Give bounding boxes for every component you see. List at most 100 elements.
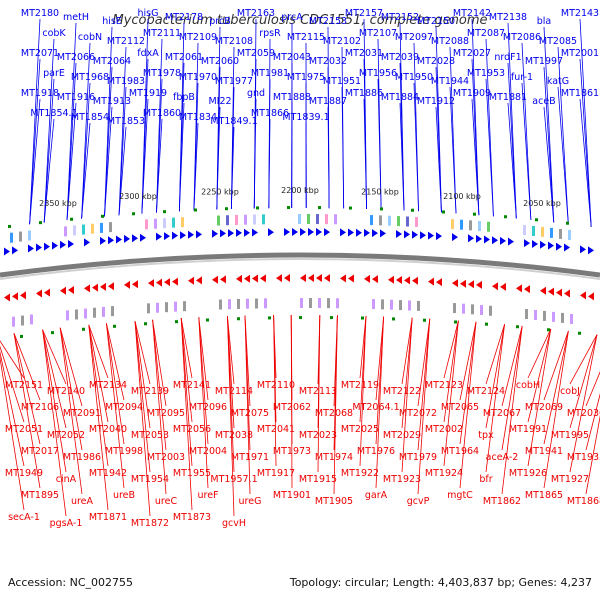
connector-bottom	[0, 340, 25, 379]
reverse-gene-arrow	[412, 276, 418, 285]
connector-bottom	[134, 320, 151, 385]
gene-label-mt2153: MT2153	[309, 16, 347, 27]
cog-band	[325, 214, 328, 225]
connector-bottom	[59, 327, 83, 407]
tick-label-2100-kbp: 2100 kbp	[443, 192, 481, 201]
reverse-gene-arrow	[284, 274, 290, 283]
gene-label-mt1975: MT1975	[287, 72, 325, 83]
cog-band	[532, 225, 535, 236]
cog-band	[73, 225, 76, 236]
gene-label-mt2111: MT2111	[143, 28, 181, 39]
gene-label-mt1997: MT1997	[525, 56, 563, 67]
gene-label-mt1941: MT1941	[525, 446, 563, 457]
gene-label-mt1971: MT1971	[231, 452, 269, 463]
gene-label-mt2023: MT2023	[299, 430, 337, 441]
gene-label-mt2065: MT2065	[441, 402, 479, 413]
gene-label-mt2036: MT2036	[567, 408, 600, 419]
gene-label-mt2069: MT2069	[525, 402, 563, 413]
gene-label-mt2029: MT2029	[383, 430, 421, 441]
connector-bottom	[152, 319, 167, 451]
gene-label-gcvh: gcvH	[222, 518, 246, 529]
tick-label-2050-kbp: 2050 kbp	[523, 199, 561, 208]
forward-gene-arrow	[412, 230, 418, 239]
gene-label-mt1953: MT1953	[467, 68, 505, 79]
cog-band	[523, 225, 526, 236]
forward-gene-arrow	[100, 236, 106, 245]
rna-marker	[144, 322, 147, 326]
gene-label-aceb: aceB	[532, 96, 555, 107]
forward-gene-arrow	[404, 230, 410, 239]
cog-band	[66, 310, 69, 321]
gene-label-mt1895: MT1895	[21, 490, 59, 501]
gene-label-mt2134: MT2134	[89, 380, 127, 391]
cog-band	[568, 229, 571, 240]
genome-backbone	[0, 252, 600, 280]
cog-band	[100, 222, 103, 233]
forward-gene-arrow	[220, 229, 226, 238]
forward-gene-arrow	[420, 231, 426, 240]
gene-label-mt2140: MT2140	[47, 386, 85, 397]
connector-bottom	[543, 330, 569, 445]
reverse-gene-arrow	[20, 291, 26, 300]
gene-label-mt1942: MT1942	[89, 468, 127, 479]
reverse-gene-arrow	[388, 275, 394, 284]
cog-band	[316, 214, 319, 225]
gene-label-mt1922: MT1922	[341, 468, 379, 479]
connector-bottom	[401, 317, 413, 473]
rna-marker	[132, 212, 135, 216]
gene-label-mt2151: MT2151	[5, 380, 43, 391]
gene-label-mt2067: MT2067	[483, 408, 521, 419]
connector-bottom	[375, 316, 384, 401]
cog-band	[156, 302, 159, 313]
connector-bottom	[585, 393, 600, 451]
gene-label-mt1834: MT1834	[179, 112, 217, 123]
connector-bottom	[527, 328, 552, 379]
reverse-gene-arrow	[308, 274, 314, 283]
forward-gene-arrow	[12, 246, 18, 255]
connector-bottom	[42, 329, 67, 385]
rna-marker	[70, 217, 73, 221]
gene-label-bla: bla	[537, 16, 552, 27]
forward-gene-arrow	[492, 236, 498, 245]
cog-band	[460, 219, 463, 230]
gene-label-mt2102: MT2102	[323, 36, 361, 47]
connector-top	[543, 66, 555, 223]
connector-bottom	[585, 371, 600, 407]
connector-bottom	[401, 317, 413, 385]
gene-label-nrdf1: nrdF1	[494, 52, 521, 63]
forward-gene-arrow	[340, 228, 346, 237]
gene-label-gara: garA	[365, 490, 388, 501]
gene-label-mt2059: MT2059	[237, 48, 275, 59]
cog-band	[318, 298, 321, 309]
tick-label-2250-kbp: 2250 kbp	[201, 187, 239, 196]
gene-label-fdxa: fdxA	[137, 48, 159, 59]
rna-marker	[82, 327, 85, 331]
cog-band	[163, 218, 166, 229]
gene-label-fur-1: fur-1	[511, 72, 533, 83]
cog-band	[172, 217, 175, 228]
connector-top	[341, 86, 345, 209]
gene-label-rpsr: rpsR	[259, 28, 281, 39]
gene-label-cobj: cobJ	[560, 386, 580, 397]
gene-label-mt1995: MT1995	[551, 430, 589, 441]
gene-label-mt2141: MT2141	[173, 380, 211, 391]
reverse-gene-arrow	[252, 274, 258, 283]
connector-top	[507, 102, 517, 219]
gene-label-mt1918: MT1918	[21, 88, 59, 99]
connector-bottom	[13, 333, 41, 445]
forward-gene-arrow	[292, 228, 298, 237]
connector-bottom	[417, 318, 431, 495]
forward-gene-arrow	[428, 231, 434, 240]
forward-gene-arrow	[324, 228, 330, 237]
cog-band	[226, 215, 229, 226]
cog-band	[246, 298, 249, 309]
gene-label-mt2071: MT2071	[21, 48, 59, 59]
gene-label-acea-2: aceA-2	[486, 452, 519, 463]
rna-marker	[380, 207, 383, 211]
gene-label-mt2139: MT2139	[131, 386, 169, 397]
cog-band	[19, 231, 22, 242]
forward-gene-arrow	[284, 228, 290, 237]
forward-gene-arrow	[132, 234, 138, 243]
reverse-gene-arrow	[188, 276, 194, 285]
